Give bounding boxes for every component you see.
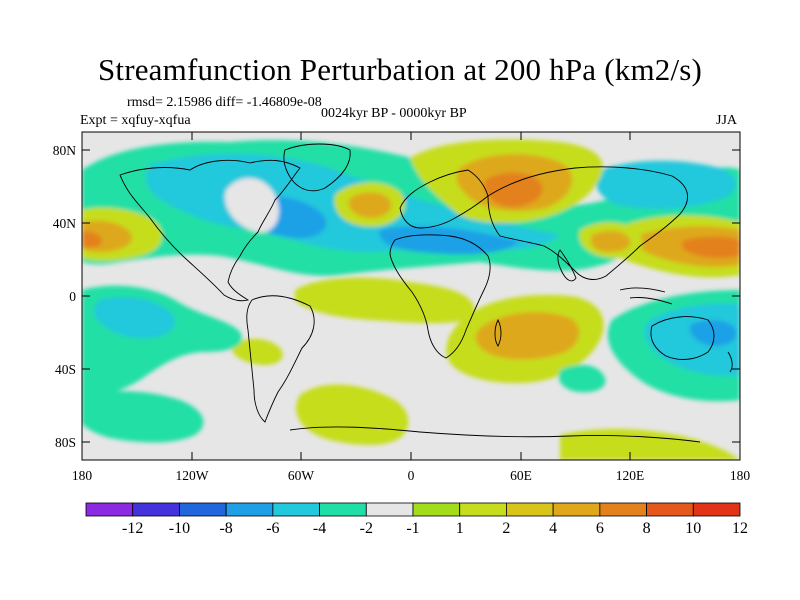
lon-axis: 180 120W 60W 0 60E 120E 180 <box>72 132 751 483</box>
lon-label-120e: 120E <box>616 468 645 483</box>
colorbar-swatch <box>459 502 507 517</box>
colorbar-swatch <box>412 502 461 517</box>
colorbar-label: -4 <box>313 520 326 537</box>
colorbar-swatch <box>646 502 694 517</box>
coast-asia <box>487 166 688 280</box>
lon-label-120w: 120W <box>176 468 209 483</box>
contour-neutral-greenland <box>224 178 279 233</box>
colorbar-label: 1 <box>456 520 464 537</box>
contour-positive-eastpacific-core <box>681 236 740 259</box>
contour-positive-westpacific-core <box>82 231 102 248</box>
colorbar-label: -1 <box>406 520 419 537</box>
coast-australia <box>650 316 715 360</box>
contour-positive-southasia-inner <box>590 230 631 252</box>
lat-label-40N: 40N <box>53 216 77 231</box>
coast-south-america <box>246 295 315 423</box>
coast-madagascar <box>494 318 502 347</box>
coast-indonesia <box>619 287 673 305</box>
colorbar-swatch <box>552 502 601 517</box>
colorbar-swatch <box>132 502 180 517</box>
colorbar-swatch <box>692 502 741 517</box>
contour-positive-atlantic-inner <box>348 192 392 218</box>
contour-negative-southindian <box>558 364 606 393</box>
colorbar-label: -8 <box>219 520 232 537</box>
contour-positive-indian-inner <box>475 312 580 360</box>
lon-label-180w: 180 <box>72 468 93 483</box>
contour-positive-eurasia-core <box>484 172 543 208</box>
coast-antarctica <box>289 426 701 443</box>
lat-label-80N: 80N <box>53 143 77 158</box>
season-label: JJA <box>716 113 738 128</box>
colorbar-label: 10 <box>685 520 701 537</box>
coast-north-america <box>119 159 301 302</box>
contour-field <box>82 132 740 460</box>
colorbar-label: 2 <box>502 520 510 537</box>
lat-label-40S: 40S <box>55 362 76 377</box>
lat-label-80S: 80S <box>55 435 76 450</box>
colorbar-label: 12 <box>732 520 748 537</box>
coastlines <box>119 143 733 443</box>
colorbar: -12 -10 -8 -6 -4 -2 -1 1 2 4 6 8 10 12 <box>85 502 748 537</box>
colorbar-swatch <box>225 502 274 517</box>
colorbar-label: -10 <box>169 520 190 537</box>
colorbar-label: -12 <box>122 520 143 537</box>
contour-positive-patagonia <box>230 338 283 366</box>
contour-positive-tropics <box>295 277 475 324</box>
colorbar-label: 4 <box>549 520 557 537</box>
colorbar-label: 8 <box>643 520 651 537</box>
contour-positive-antarctic <box>560 428 740 460</box>
coast-greenland <box>283 143 351 192</box>
contour-negative-southwest-inner <box>94 297 175 339</box>
contour-negative-southpacific <box>82 391 204 443</box>
contour-positive-southatlantic <box>296 384 409 445</box>
colorbar-swatch <box>85 502 134 517</box>
contour-negative-northeast <box>595 160 736 210</box>
colorbar-label: 6 <box>596 520 604 537</box>
lon-label-60w: 60W <box>288 468 315 483</box>
period-label: 0024kyr BP - 0000kyr BP <box>321 106 467 121</box>
colorbar-label: -2 <box>360 520 373 537</box>
colorbar-swatch <box>319 502 367 517</box>
lon-label-180e: 180 <box>730 468 751 483</box>
experiment-label: Expt = xqfuy-xqfua <box>80 113 191 128</box>
contour-negative-mid <box>379 226 520 255</box>
lat-label-0: 0 <box>69 289 76 304</box>
colorbar-swatch <box>365 502 414 517</box>
colorbar-label: -6 <box>266 520 279 537</box>
lat-axis: 80N 40N 0 40S 80S <box>53 143 740 450</box>
plot-title: Streamfunction Perturbation at 200 hPa (… <box>97 52 703 87</box>
lon-label-0: 0 <box>408 468 415 483</box>
stats-label: rmsd= 2.15986 diff= -1.46809e-08 <box>127 95 322 110</box>
colorbar-swatch <box>179 502 227 517</box>
colorbar-swatch <box>599 502 647 517</box>
lon-label-60e: 60E <box>510 468 532 483</box>
colorbar-swatch <box>272 502 320 517</box>
colorbar-swatch <box>506 502 554 517</box>
coast-africa <box>389 234 491 359</box>
coast-india <box>557 249 577 282</box>
coast-new-zealand <box>727 351 733 373</box>
contour-negative-southeast-core <box>689 320 737 346</box>
